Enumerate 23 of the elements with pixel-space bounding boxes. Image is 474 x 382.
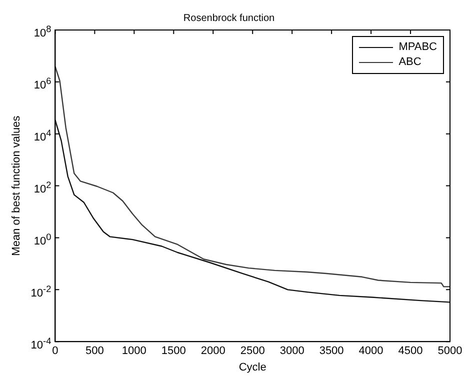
y-tick-label: 10$^{8}$ bbox=[34, 23, 52, 41]
x-tick-label: 5000 bbox=[438, 345, 462, 358]
y-tick-label: 10$^{2}$ bbox=[34, 178, 52, 196]
x-tick-label: 2000 bbox=[200, 345, 226, 358]
x-tick-label: 1500 bbox=[161, 345, 186, 358]
legend-label: MPABC bbox=[398, 40, 437, 55]
y-tick-label: 10$^{6}$ bbox=[34, 74, 52, 93]
legend-label: ABC bbox=[398, 55, 422, 70]
x-tick-label: 4500 bbox=[398, 345, 423, 358]
y-tick-label: 10$^{4}$ bbox=[34, 126, 52, 145]
y-tick-label: 10$^{-4}$ bbox=[30, 334, 52, 352]
chart-title: Rosenbrock function bbox=[183, 12, 275, 24]
y-tick-label: 10$^{0}$ bbox=[34, 230, 52, 248]
x-tick-label: 500 bbox=[86, 345, 104, 358]
y-tick-label: 10$^{-2}$ bbox=[30, 282, 52, 300]
x-axis-title: Cycle bbox=[238, 361, 266, 374]
x-tick-label: 3500 bbox=[319, 345, 344, 358]
y-axis-title: Mean of best function values bbox=[10, 115, 23, 256]
x-tick-label: 3000 bbox=[280, 345, 304, 358]
x-tick-label: 2500 bbox=[240, 345, 265, 358]
x-tick-label: 4000 bbox=[358, 345, 384, 358]
x-tick-label: 0 bbox=[52, 345, 58, 358]
x-tick-label: 1000 bbox=[122, 345, 146, 358]
